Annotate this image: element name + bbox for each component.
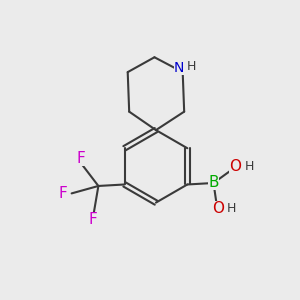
Text: H: H xyxy=(227,202,237,215)
Text: F: F xyxy=(59,186,68,201)
Text: O: O xyxy=(230,159,242,174)
Text: B: B xyxy=(208,176,219,190)
Text: H: H xyxy=(186,60,196,73)
Text: H: H xyxy=(245,160,254,173)
Text: O: O xyxy=(212,201,224,216)
Text: F: F xyxy=(76,151,85,166)
Text: F: F xyxy=(88,212,97,227)
Text: N: N xyxy=(174,61,184,75)
